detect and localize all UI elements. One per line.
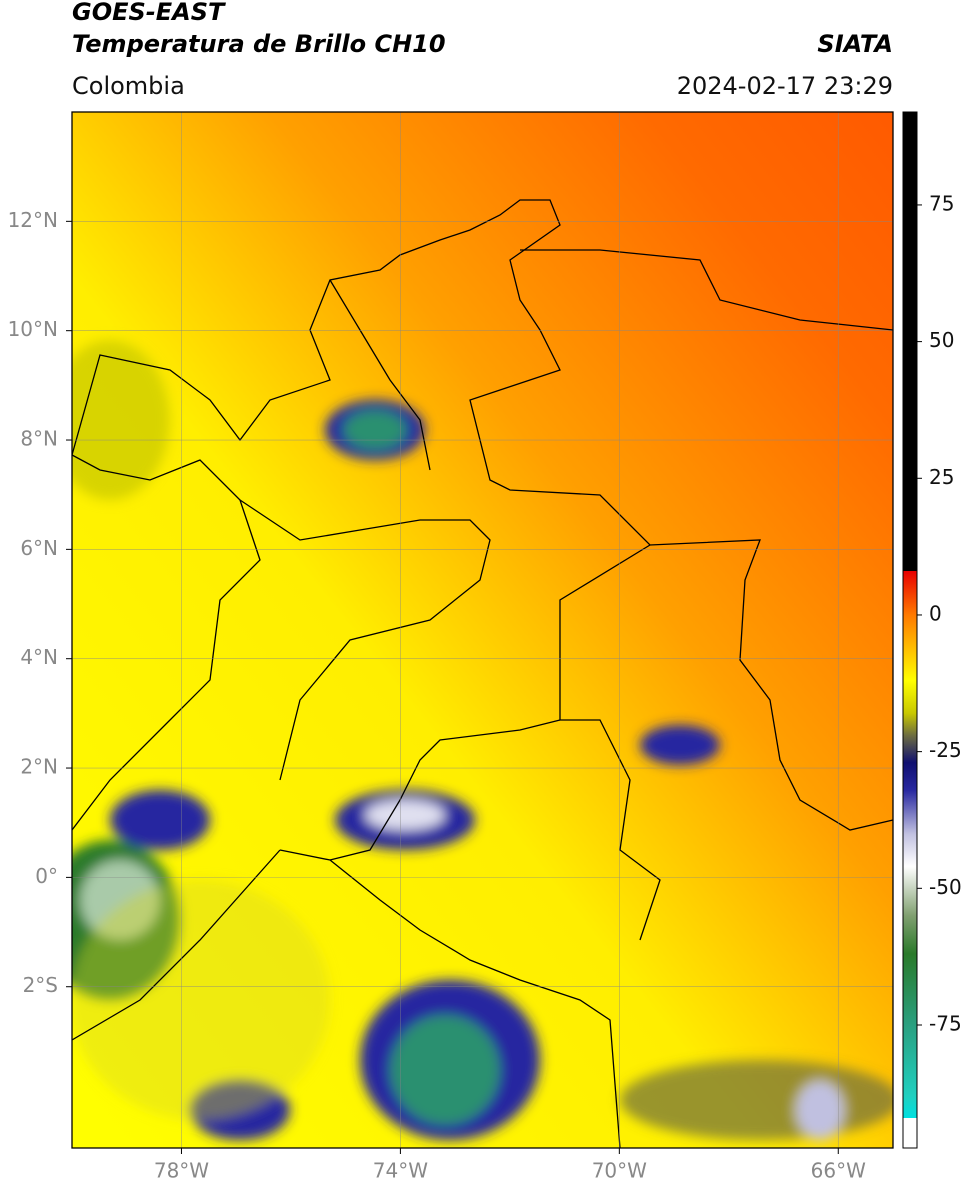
x-tick-label: 66°W — [811, 1159, 866, 1183]
colorbar-tick-label: -50 — [929, 875, 962, 899]
colorbar-tick-label: 0 — [929, 601, 942, 625]
subtitle: Temperatura de Brillo CH10 — [72, 30, 446, 58]
y-tick-label: 4°N — [20, 645, 58, 669]
colorbar-tick-label: -25 — [929, 738, 962, 762]
colorbar-tick-label: -75 — [929, 1011, 962, 1035]
y-tick-label: 2°N — [20, 755, 58, 779]
y-tick-label: 10°N — [8, 317, 58, 341]
datetime: 2024-02-17 23:29 — [677, 72, 893, 100]
y-tick-label: 8°N — [20, 427, 58, 451]
map-image — [72, 112, 893, 1148]
x-tick-label: 78°W — [154, 1159, 209, 1183]
source: SIATA — [817, 30, 893, 58]
colorbar-tick-label: 50 — [929, 328, 954, 352]
colorbar-frame — [902, 111, 918, 1149]
map-frame — [71, 111, 894, 1149]
colorbar-tick-label: 25 — [929, 465, 954, 489]
colorbar-scale — [903, 112, 917, 1148]
region: Colombia — [72, 72, 185, 100]
colorbar — [903, 112, 917, 1148]
x-tick-label: 74°W — [373, 1159, 428, 1183]
colorbar-tick-label: 75 — [929, 191, 954, 215]
y-tick-label: 2°S — [23, 973, 58, 997]
y-tick-label: 6°N — [20, 536, 58, 560]
borders — [72, 199, 893, 1148]
y-tick-label: 0° — [35, 864, 58, 888]
y-tick-label: 12°N — [8, 208, 58, 232]
title: GOES-EAST — [72, 0, 226, 26]
x-tick-label: 70°W — [592, 1159, 647, 1183]
